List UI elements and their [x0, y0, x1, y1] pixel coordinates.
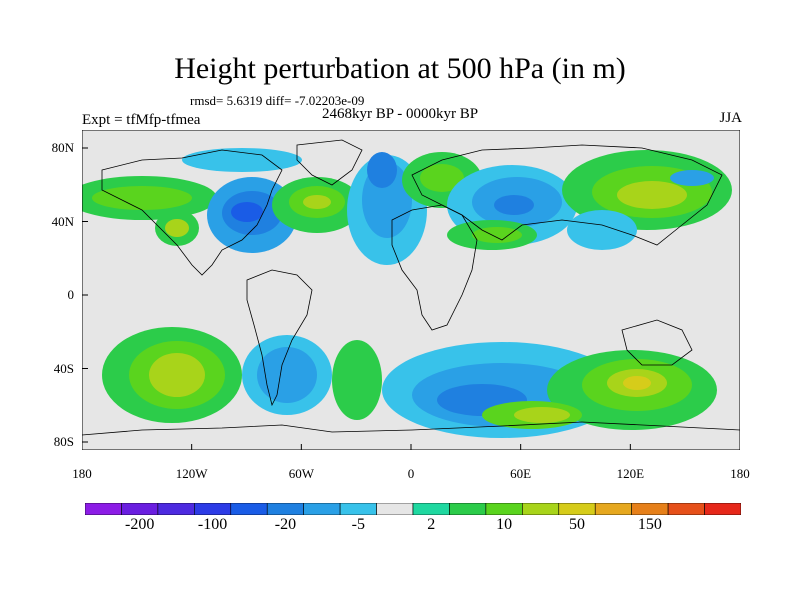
- coastline-antarctica: [82, 421, 740, 436]
- x-tick-marks: [82, 444, 740, 450]
- season-label: JJA: [719, 110, 742, 126]
- colorbar-swatch: [704, 503, 741, 515]
- x-tick-label: 120E: [616, 466, 645, 481]
- y-tick-label: 80S: [53, 434, 74, 449]
- contour-field: [420, 164, 464, 192]
- x-tick-label: 0: [407, 466, 415, 481]
- contour-field: [257, 347, 317, 403]
- coastline-australia: [621, 319, 693, 366]
- colorbar-swatch: [230, 503, 268, 515]
- colorbar-swatch: [121, 503, 159, 515]
- x-tick-label: 180: [72, 466, 92, 481]
- colorbar-swatch: [339, 503, 377, 515]
- x-tick-label: 180: [730, 466, 750, 481]
- coastline-greenland: [296, 139, 363, 186]
- colorbar-label: 2: [427, 516, 436, 533]
- coastlines: [82, 139, 740, 436]
- x-tick-label: 120W: [175, 466, 208, 481]
- coastline-eurasia: [411, 144, 723, 246]
- plot-title: Height perturbation at 500 hPa (in m): [174, 52, 626, 85]
- contour-fields: [82, 148, 732, 438]
- colorbar-swatch: [449, 503, 487, 515]
- experiment-label: Expt = tfMfp-tfmea: [82, 112, 201, 128]
- contour-field: [92, 186, 192, 210]
- y-tick-label: 40S: [53, 360, 74, 376]
- map-panel: [82, 130, 740, 450]
- colorbar-swatch: [485, 503, 523, 515]
- colorbar: [85, 503, 741, 515]
- colorbar-label: -200: [124, 516, 155, 533]
- x-tick-label: 60W: [288, 466, 314, 481]
- contour-field: [231, 202, 263, 222]
- contour-field: [617, 181, 687, 209]
- y-tick-label: 80N: [51, 140, 74, 155]
- colorbar-swatch: [558, 503, 596, 515]
- contour-field: [367, 152, 397, 188]
- contour-field: [670, 170, 714, 186]
- colorbar-label: -5: [351, 516, 365, 533]
- period-label: 2468kyr BP - 0000kyr BP: [322, 106, 479, 122]
- y-tick-marks: [82, 147, 88, 443]
- colorbar-swatch: [631, 503, 669, 515]
- colorbar-swatch: [522, 503, 560, 515]
- contour-field: [567, 210, 637, 250]
- contour-field: [494, 195, 534, 215]
- colorbar-label: 10: [496, 516, 513, 533]
- colorbar-label: -100: [197, 516, 228, 533]
- contour-field: [149, 353, 205, 397]
- colorbar-swatch: [594, 503, 632, 515]
- colorbar-swatch: [412, 503, 450, 515]
- contour-field: [182, 148, 302, 172]
- stats-label: rmsd= 5.6319 diff= -7.02203e-09: [190, 93, 365, 108]
- contour-field: [165, 219, 189, 237]
- y-tick-label: 0: [67, 287, 75, 302]
- contour-field: [623, 376, 651, 390]
- coastline-south-america: [246, 269, 313, 407]
- colorbar-label: -20: [274, 516, 297, 533]
- colorbar-swatch: [303, 503, 341, 515]
- contour-field: [303, 195, 331, 209]
- contour-field: [514, 407, 570, 423]
- colorbar-swatch: [157, 503, 195, 515]
- colorbar-swatch: [376, 503, 414, 515]
- colorbar-label: 50: [569, 516, 585, 533]
- contour-field: [472, 227, 522, 243]
- coastline-north-america: [101, 149, 283, 276]
- colorbar-label: 150: [637, 516, 662, 533]
- contour-field: [332, 340, 382, 420]
- x-tick-label: 60E: [510, 466, 532, 481]
- colorbar-swatch: [194, 503, 232, 515]
- y-tick-label: 40N: [51, 213, 74, 229]
- colorbar-swatch: [667, 503, 705, 515]
- colorbar-swatch: [85, 503, 122, 515]
- colorbar-swatch: [266, 503, 304, 515]
